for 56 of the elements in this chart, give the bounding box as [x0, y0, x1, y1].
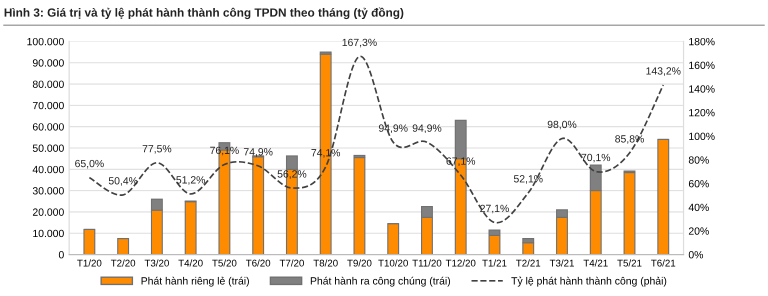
data-label: 51,2% — [176, 176, 206, 185]
x-tick-label: T10/20 — [378, 259, 408, 267]
data-label: 94,9% — [412, 124, 442, 134]
x-tick-label: T1/20 — [77, 259, 102, 267]
y-tick-label: 100.000 — [27, 38, 64, 46]
data-label: 52,1% — [514, 175, 543, 184]
x-tick-label: T11/20 — [412, 259, 442, 267]
x-tick-label: T6/21 — [651, 259, 676, 267]
data-label: 167,3% — [342, 38, 377, 48]
x-tick-label: T6/20 — [246, 259, 270, 267]
y-tick-label: 60.000 — [32, 123, 64, 131]
x-tick-label: T9/20 — [347, 259, 372, 267]
y2-tick-label: 20% — [688, 227, 709, 235]
data-label: 27,1% — [480, 204, 509, 214]
chart-title: Hình 3: Giá trị và tỷ lệ phát hành thành công TPDN theo tháng (tỷ đồng) — [4, 8, 404, 20]
y2-tick-label: 160% — [689, 62, 715, 69]
legend-label: Phát hành riêng lẻ (trái) — [142, 276, 249, 287]
y-tick-label: 30.000 — [32, 187, 64, 194]
x-tick-label: T3/20 — [144, 259, 169, 267]
y2-tick-label: 0% — [688, 251, 704, 258]
y-tick-label: 20.000 — [32, 208, 64, 216]
legend-label: Phát hành ra công chúng (trái) — [310, 276, 450, 287]
y-tick-label: 80.000 — [32, 80, 64, 88]
x-tick-label: T1/21 — [482, 259, 506, 267]
y2-tick-label: 120% — [689, 108, 715, 116]
x-tick-label: T4/20 — [178, 259, 203, 267]
x-tick-label: T7/20 — [280, 259, 304, 267]
data-label: 74,9% — [244, 148, 273, 157]
y-tick-label: 90.000 — [32, 59, 64, 67]
data-label: 143,2% — [646, 67, 681, 76]
x-tick-label: T4/21 — [584, 259, 608, 267]
y2-tick-label: 40% — [688, 204, 709, 212]
data-label: 65,0% — [75, 160, 104, 168]
x-tick-label: T12/20 — [446, 259, 476, 267]
y2-tick-label: 140% — [689, 85, 715, 93]
data-label: 98,0% — [548, 120, 576, 130]
y2-tick-label: 80% — [688, 156, 709, 164]
x-tick-label: T2/20 — [110, 259, 136, 267]
x-tick-label: T3/21 — [550, 259, 574, 267]
y2-tick-label: 100% — [689, 132, 715, 140]
legend-label: Tỷ lệ phát hành thành công (phải) — [511, 276, 666, 287]
x-tick-label: T5/20 — [212, 259, 236, 267]
y-tick-label: 70.000 — [32, 102, 64, 110]
y-tick-label: 10.000 — [33, 230, 64, 238]
data-label: 94,9% — [378, 124, 408, 134]
x-tick-label: T5/21 — [617, 259, 642, 267]
x-tick-label: T8/20 — [313, 259, 338, 267]
y-tick-label: 0 — [58, 251, 64, 258]
data-label: 50,4% — [108, 177, 138, 186]
y-tick-label: 40.000 — [32, 166, 64, 174]
x-tick-label: T2/21 — [516, 259, 540, 267]
data-label: 70,1% — [582, 154, 610, 162]
y2-tick-label: 180% — [689, 38, 715, 46]
y2-tick-label: 60% — [688, 180, 709, 188]
y-tick-label: 50.000 — [32, 144, 64, 152]
data-label: 77,5% — [142, 145, 172, 154]
